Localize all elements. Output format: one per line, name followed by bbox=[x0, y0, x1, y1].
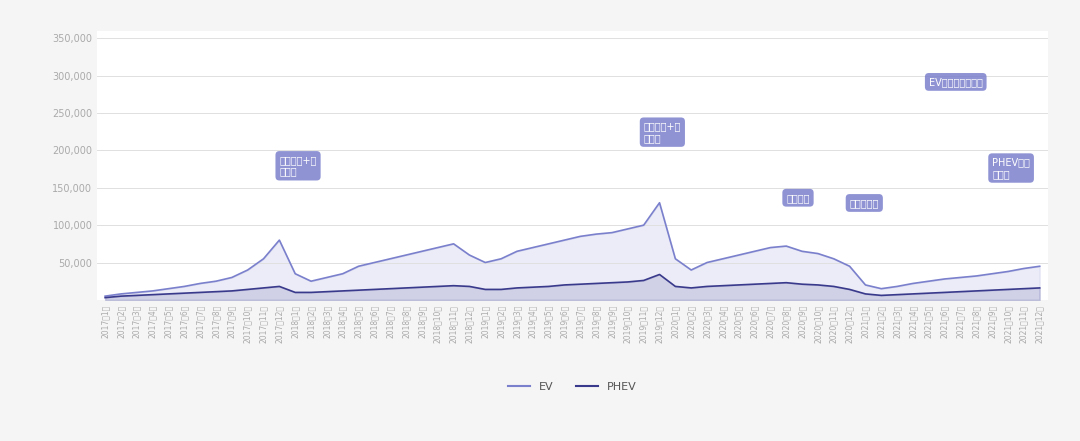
Text: 补贴退坡: 补贴退坡 bbox=[786, 193, 810, 203]
Text: 年底冲量+补
贴退坡: 年底冲量+补 贴退坡 bbox=[280, 155, 316, 176]
Text: PHEV爬坡
比较慢: PHEV爬坡 比较慢 bbox=[993, 157, 1030, 179]
Text: EV爬坡起速非常快: EV爬坡起速非常快 bbox=[929, 77, 983, 87]
Text: 年度冲量+补
贴退坡: 年度冲量+补 贴退坡 bbox=[644, 121, 681, 143]
Text: 疫情冷冻期: 疫情冷冻期 bbox=[850, 198, 879, 208]
Legend: EV, PHEV: EV, PHEV bbox=[503, 377, 642, 396]
